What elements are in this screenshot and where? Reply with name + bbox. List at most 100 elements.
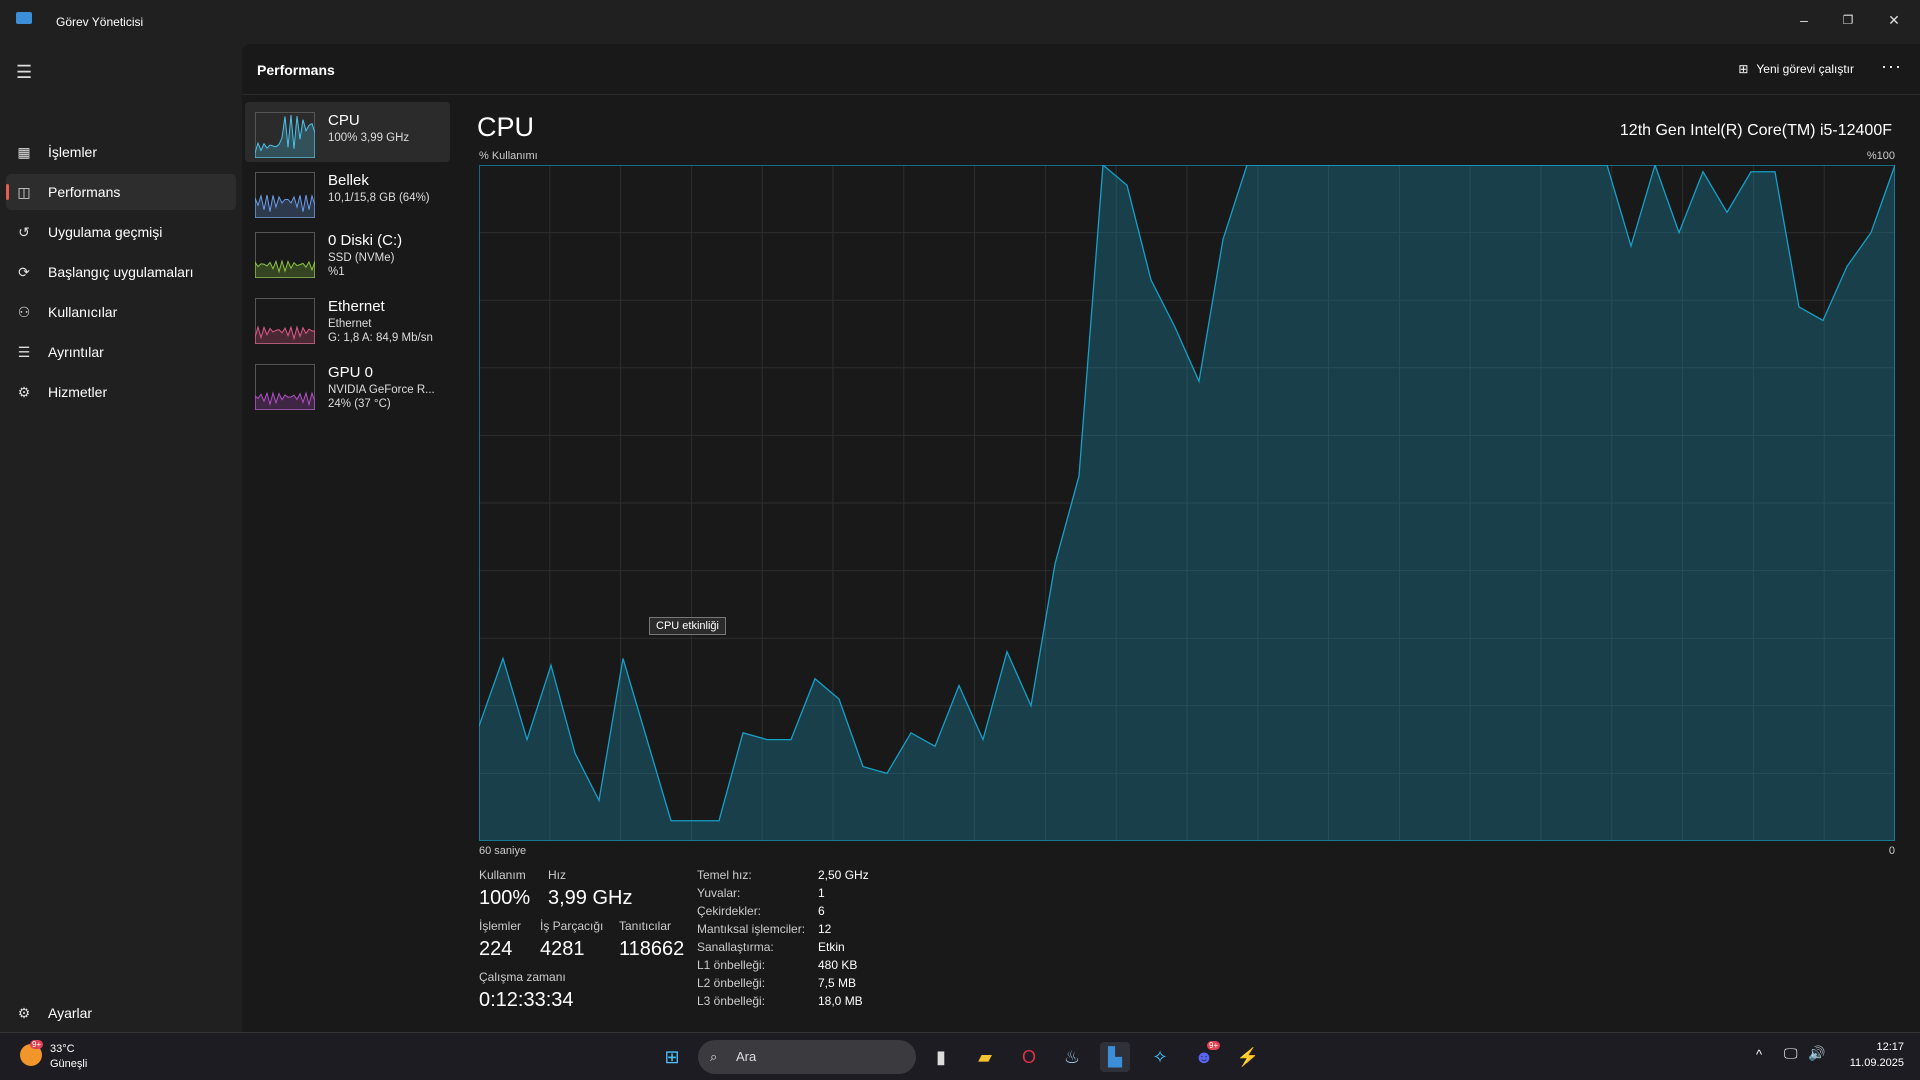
device-name: Ethernet (328, 298, 385, 315)
x-axis-right-label: 0 (1888, 845, 1895, 857)
device-disk[interactable]: 0 Diski (C:) SSD (NVMe) %1 (245, 222, 450, 288)
active-indicator (6, 184, 9, 200)
spec-label: Yuvalar: (697, 886, 741, 900)
page-title: Performans (257, 62, 335, 78)
details-icon: ☰ (17, 343, 31, 360)
opera-icon[interactable]: O (1021, 1047, 1036, 1067)
sidebar-item-label: Kullanıcılar (48, 304, 118, 320)
cpu-title: CPU (477, 112, 535, 142)
device-detail: SSD (NVMe) (328, 252, 395, 264)
disk-thumbnail-graph (255, 232, 315, 278)
sidebar-item-startup-apps[interactable]: ⟳ Başlangıç uygulamaları (6, 254, 236, 290)
app-icon-orange[interactable]: ⚡ (1236, 1047, 1260, 1067)
weather-temp[interactable]: 33°C (50, 1043, 75, 1055)
date: 11.09.2025 (1849, 1057, 1904, 1069)
sidebar-item-label: Hizmetler (48, 384, 108, 400)
users-icon: ⚇ (17, 303, 31, 320)
task-view-icon[interactable]: ▮ (936, 1047, 946, 1067)
task-manager-taskbar-icon[interactable]: ▙ (1100, 1042, 1130, 1072)
y-axis-max-label: %100 (1866, 150, 1895, 162)
close-button[interactable]: ✕ (1888, 12, 1900, 28)
weather-badge: 9+ (30, 1040, 44, 1049)
new-task-icon: ⊞ (1738, 62, 1749, 76)
threads-label: İş Parçacığı (540, 919, 604, 933)
clock[interactable]: 12:17 11.09.2025 (1850, 1041, 1904, 1069)
device-name: Bellek (328, 172, 369, 189)
y-axis-label: % Kullanımı (479, 150, 538, 162)
sidebar-item-label: Performans (48, 184, 121, 200)
spec-value: 18,0 MB (818, 994, 863, 1008)
device-gpu[interactable]: GPU 0 NVIDIA GeForce R... 24% (37 °C) (245, 354, 450, 420)
sidebar-item-performance[interactable]: ◫ Performans (6, 174, 236, 210)
hamburger-menu-icon[interactable]: ☰ (16, 62, 33, 82)
tray-chevron-icon[interactable]: ^ (1756, 1047, 1763, 1062)
steam-icon[interactable]: ♨ (1063, 1047, 1081, 1067)
uptime-label: Çalışma zamanı (479, 970, 566, 984)
cpu-thumbnail-graph (255, 112, 315, 158)
network-icon[interactable]: 🖵 (1784, 1045, 1798, 1061)
sidebar-item-settings[interactable]: ⚙ Ayarlar (6, 995, 236, 1031)
device-detail: G: 1,8 A: 84,9 Mb/sn (328, 332, 433, 344)
device-cpu[interactable]: CPU 100% 3,99 GHz (245, 102, 450, 162)
sidebar-item-details[interactable]: ☰ Ayrıntılar (6, 334, 236, 370)
spec-label: L2 önbelleği: (697, 976, 766, 990)
cpu-usage-chart (479, 165, 1895, 841)
uptime-value: 0:12:33:34 (479, 989, 574, 1011)
run-new-task-button[interactable]: ⊞ Yeni görevi çalıştır (1738, 62, 1854, 76)
gear-icon: ⚙ (17, 1004, 31, 1021)
speed-value: 3,99 GHz (548, 887, 633, 909)
x-axis-left-label: 60 saniye (479, 845, 527, 857)
task-manager-app-icon (16, 12, 32, 24)
app-icon[interactable]: ✧ (1152, 1047, 1168, 1067)
app-history-icon: ↺ (18, 223, 30, 240)
chart-border (479, 165, 1895, 841)
spec-value: 12 (818, 922, 832, 936)
more-options-button[interactable]: ··· (1881, 56, 1902, 76)
sidebar-item-services[interactable]: ⚙ Hizmetler (6, 374, 236, 410)
device-ethernet[interactable]: Ethernet Ethernet G: 1,8 A: 84,9 Mb/sn (245, 288, 450, 354)
run-new-task-label: Yeni görevi çalıştır (1756, 62, 1854, 76)
search-icon: ⌕ (710, 1049, 718, 1064)
usage-value: 100% (479, 887, 531, 909)
cpu-usage-area (479, 165, 1895, 841)
window-title: Görev Yöneticisi (56, 15, 144, 29)
search-box[interactable]: ⌕ Ara (698, 1040, 916, 1074)
volume-icon[interactable]: 🔊 (1808, 1045, 1826, 1061)
sidebar-item-app-history[interactable]: ↺ Uygulama geçmişi (6, 214, 236, 250)
processes-icon: ▦ (17, 143, 31, 160)
spec-value: 7,5 MB (818, 976, 857, 990)
sidebar-item-label: Ayrıntılar (48, 344, 104, 360)
spec-value: 6 (818, 904, 825, 918)
sidebar-item-label: Uygulama geçmişi (48, 224, 163, 240)
startup-apps-icon: ⟳ (18, 263, 30, 280)
sidebar-item-users[interactable]: ⚇ Kullanıcılar (6, 294, 236, 330)
minimize-button[interactable]: – (1800, 12, 1808, 28)
device-detail: 24% (37 °C) (328, 398, 391, 410)
discord-badge: 9+ (1207, 1041, 1221, 1050)
discord-icon[interactable]: ☻ (1194, 1047, 1214, 1067)
device-memory[interactable]: Bellek 10,1/15,8 GB (64%) (245, 162, 450, 222)
maximize-button[interactable]: ❐ (1842, 13, 1854, 27)
weather-sun-icon[interactable] (20, 1044, 42, 1066)
spec-label: L1 önbelleği: (697, 958, 766, 972)
page-header: Performans ⊞ Yeni görevi çalıştır ··· (242, 44, 1920, 95)
taskbar: 9+ 33°C Güneşli ⊞ ⌕ Ara ▮ ▰ O ♨ ▙ ✧ ☻ 9+ … (0, 1032, 1920, 1080)
spec-value: 2,50 GHz (818, 868, 869, 882)
cpu-usage-line (479, 165, 1895, 822)
sidebar: ☰ ▦ İşlemler ◫ Performans ↺ Uygulama geçmişi ⟳… (0, 44, 240, 1032)
file-explorer-icon[interactable]: ▰ (978, 1047, 992, 1067)
performance-panel: Performans ⊞ Yeni görevi çalıştır ··· CPU… (242, 44, 1920, 1032)
spec-value: 1 (818, 886, 825, 900)
start-button-windows-icon[interactable]: ⊞ (664, 1047, 680, 1067)
device-detail: %1 (328, 266, 345, 278)
weather-desc[interactable]: Güneşli (50, 1058, 88, 1070)
spec-label: Çekirdekler: (697, 904, 762, 918)
handles-value: 118662 (619, 938, 685, 960)
sidebar-item-processes[interactable]: ▦ İşlemler (6, 134, 236, 170)
device-detail: NVIDIA GeForce R... (328, 384, 435, 396)
threads-value: 4281 (540, 938, 585, 960)
gpu-thumbnail-graph (255, 364, 315, 410)
sidebar-item-label: Ayarlar (48, 1005, 93, 1021)
cpu-activity-tooltip: CPU etkinliği (649, 617, 726, 635)
sidebar-item-label: Başlangıç uygulamaları (48, 264, 194, 280)
